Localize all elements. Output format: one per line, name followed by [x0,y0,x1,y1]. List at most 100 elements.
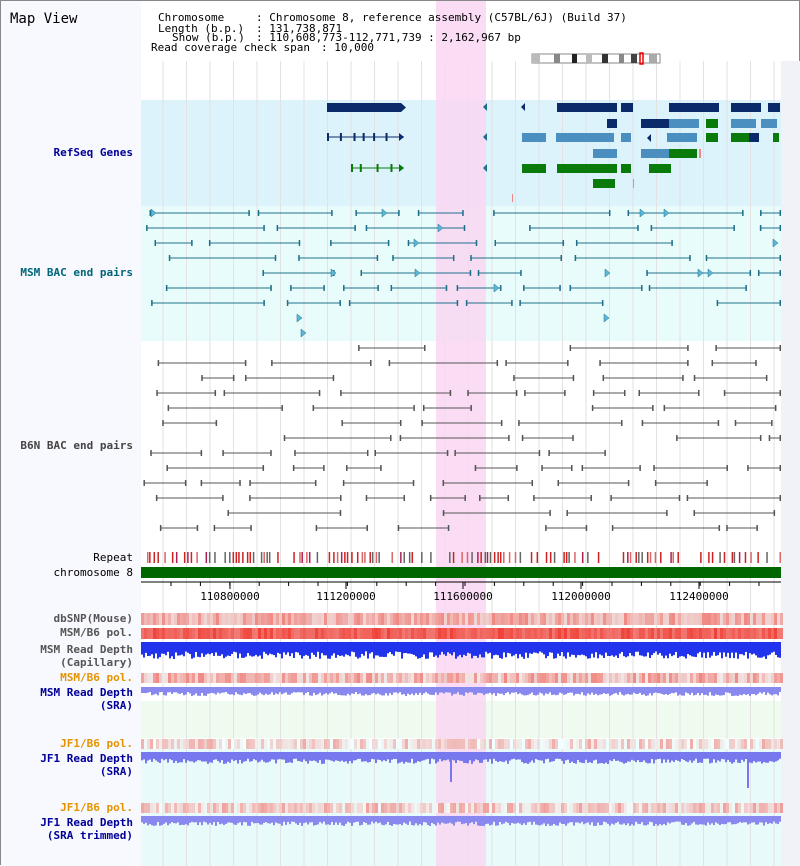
msm-depth-sra-bar [219,687,221,694]
track-label-jf1-b6-pol-2[interactable]: JF1/B6 pol. [60,801,133,814]
dbsnp-heat-cell [771,613,774,625]
msm-depth-capillary-bar [265,642,267,654]
track-label-b6n-bac[interactable]: B6N BAC end pairs [20,439,133,452]
jf1-b6-pol-heat-cell [291,739,294,749]
msm-bac-pair-end [470,255,472,261]
msm-b6-pol2-heat-cell [465,673,468,683]
msm-depth-capillary-bar [277,642,279,653]
jf1-b6-pol2-heat-cell [396,803,399,813]
jf1-b6-pol-heat-cell [555,739,558,749]
msm-b6-pol2-heat-cell [330,673,333,683]
b6n-bac-pair-end [496,360,499,366]
msm-depth-sra-bar [437,687,439,695]
dbsnp-heat-cell [156,613,159,625]
jf1-b6-pol-heat-cell [186,739,189,749]
jf1-depth-sra-bar [289,752,291,763]
repeat-mark [196,552,198,563]
track-label-refseq[interactable]: RefSeq Genes [53,146,133,159]
gene-block [749,133,759,142]
msm-depth-sra-bar [503,687,505,696]
msm-b6-pol2-heat-cell [543,673,546,683]
dbsnp-heat-cell [462,613,465,625]
dbsnp-heat-cell [408,613,411,625]
msm-depth-capillary-bar [485,642,487,652]
jf1-b6-pol2-heat-cell [504,803,507,813]
jf1-depth-sra-bar [641,752,643,762]
msm-depth-sra-bar [281,687,283,695]
jf1-depth-sra-bar [537,752,539,760]
msm-depth-capillary-bar [431,642,433,653]
msm-b6-pol2-heat-cell [318,673,321,683]
jf1-b6-pol-heat-cell [525,739,528,749]
msm-b6-pol2-heat-cell [249,673,252,683]
jf1-depth-sra-bar [489,752,491,760]
msm-depth-capillary-bar [309,642,311,659]
jf1-depth-sra-bar [301,752,303,762]
jf1-b6-pol-heat-cell [405,739,408,749]
jf1-depth-trimmed-bar [663,816,665,824]
msm-depth-capillary-bar [421,642,423,657]
jf1-depth-sra-bar [777,752,779,761]
msm-depth-capillary-bar [299,642,301,656]
jf1-depth-sra-bar [379,752,381,760]
repeat-mark [449,552,451,563]
msm-depth-capillary-bar [405,642,407,654]
msm-b6-pol-heat-cell [225,628,228,639]
jf1-b6-pol-heat-cell [360,739,363,749]
track-label-msm-depth-capillary[interactable]: MSM Read Depth [40,643,133,656]
msm-depth-capillary-bar [489,642,491,653]
repeat-mark [635,552,637,563]
msm-b6-pol2-heat-cell [687,673,690,683]
gene-block [768,103,780,112]
track-label-msm-b6-pol-2[interactable]: MSM/B6 pol. [60,671,133,684]
msm-bac-pair-end [355,210,357,216]
msm-depth-capillary-bar [571,642,573,655]
dbsnp-heat-cell [621,613,624,625]
msm-bac-pair-end [477,270,480,276]
track-label-msm-depth-sra[interactable]: MSM Read Depth [40,686,133,699]
msm-b6-pol2-heat-cell [564,673,567,683]
msm-b6-pol-heat-cell [411,628,414,639]
jf1-depth-trimmed-bar [615,816,617,824]
jf1-b6-pol2-heat-cell [174,803,177,813]
msm-bac-pair-end [733,225,735,231]
msm-depth-capillary-bar [653,642,655,654]
msm-b6-pol-heat-cell [669,628,672,639]
msm-depth-sra-bar [529,687,531,694]
msm-depth-sra-bar [309,687,311,696]
track-label-msm-b6-pol-1[interactable]: MSM/B6 pol. [60,626,133,639]
track-label-jf1-depth-trimmed[interactable]: JF1 Read Depth [40,816,133,829]
dbsnp-heat-cell [291,613,294,625]
jf1-b6-pol2-heat-cell [519,803,522,813]
jf1-depth-trimmed-bar [595,816,597,826]
msm-b6-pol-heat-cell [318,628,321,639]
jf1-b6-pol-heat-cell [159,739,162,749]
b6n-bac-pair-end [676,435,678,441]
jf1-depth-trimmed-bar [441,816,443,823]
track-label-jf1-depth-sra[interactable]: JF1 Read Depth [40,752,133,765]
track-label-msm-bac[interactable]: MSM BAC end pairs [20,266,133,279]
b6n-bac-pair-end [447,525,450,531]
msm-b6-pol-heat-cell [444,628,447,639]
dbsnp-heat-cell [243,613,246,625]
jf1-depth-sra-bar [337,752,339,761]
msm-depth-capillary-bar [631,642,633,656]
repeat-mark [224,552,226,563]
dbsnp-heat-cell [549,613,552,625]
jf1-depth-sra-bar [205,752,207,762]
jf1-depth-sra-bar [609,752,611,761]
jf1-b6-pol2-heat-cell [768,803,771,813]
msm-depth-sra-bar [369,687,371,696]
track-label-jf1-b6-pol-1[interactable]: JF1/B6 pol. [60,737,133,750]
jf1-b6-pol2-heat-cell [459,803,462,813]
msm-b6-pol2-heat-cell [174,673,177,683]
msm-b6-pol-heat-cell [678,628,681,639]
jf1-depth-sra-bar [569,752,571,763]
dbsnp-heat-cell [561,613,564,625]
gene-block [556,133,614,142]
msm-bac-pair-end [390,285,393,291]
track-label-dbsnp[interactable]: dbSNP(Mouse) [53,612,133,625]
msm-b6-pol2-heat-cell [258,673,261,683]
